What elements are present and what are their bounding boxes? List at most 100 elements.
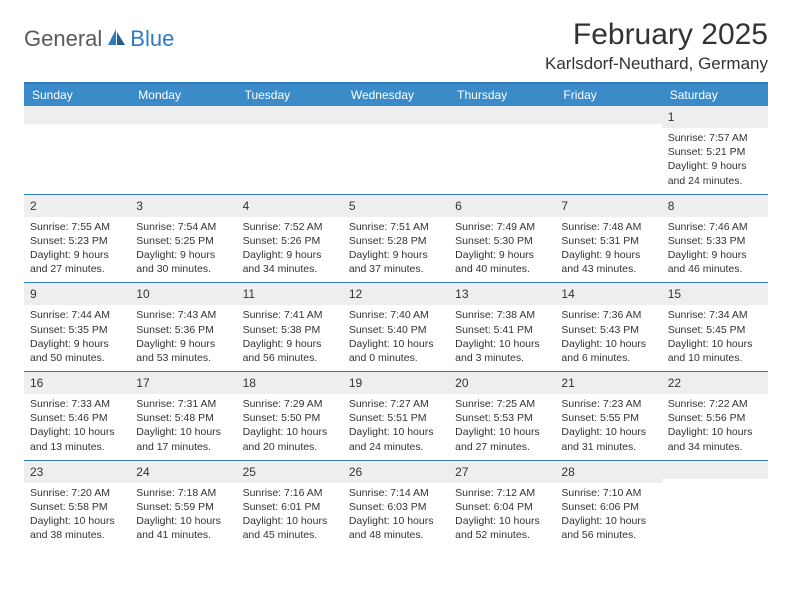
day-info: Sunrise: 7:54 AMSunset: 5:25 PMDaylight:… (136, 220, 230, 277)
day-number: 2 (30, 199, 37, 213)
sunrise-text: Sunrise: 7:20 AM (30, 486, 124, 500)
day-info: Sunrise: 7:22 AMSunset: 5:56 PMDaylight:… (668, 397, 762, 454)
daylight-text: Daylight: 9 hours and 24 minutes. (668, 159, 762, 187)
day-number: 5 (349, 199, 356, 213)
daylight-text: Daylight: 9 hours and 56 minutes. (243, 337, 337, 365)
sunrise-text: Sunrise: 7:48 AM (561, 220, 655, 234)
day-cell: 25Sunrise: 7:16 AMSunset: 6:01 PMDayligh… (237, 461, 343, 549)
sunset-text: Sunset: 6:04 PM (455, 500, 549, 514)
day-number-row: 20 (449, 372, 555, 394)
sunrise-text: Sunrise: 7:38 AM (455, 308, 549, 322)
sunset-text: Sunset: 5:23 PM (30, 234, 124, 248)
day-number: 12 (349, 287, 362, 301)
sunrise-text: Sunrise: 7:22 AM (668, 397, 762, 411)
sunset-text: Sunset: 5:55 PM (561, 411, 655, 425)
daylight-text: Daylight: 9 hours and 40 minutes. (455, 248, 549, 276)
sunset-text: Sunset: 5:40 PM (349, 323, 443, 337)
day-number-row: 3 (130, 195, 236, 217)
day-number: 21 (561, 376, 574, 390)
calendar-page: General Blue February 2025 Karlsdorf-Neu… (0, 0, 792, 548)
day-number-row: 26 (343, 461, 449, 483)
day-info: Sunrise: 7:49 AMSunset: 5:30 PMDaylight:… (455, 220, 549, 277)
day-info: Sunrise: 7:48 AMSunset: 5:31 PMDaylight:… (561, 220, 655, 277)
daylight-text: Daylight: 9 hours and 27 minutes. (30, 248, 124, 276)
sunset-text: Sunset: 5:35 PM (30, 323, 124, 337)
day-cell: 15Sunrise: 7:34 AMSunset: 5:45 PMDayligh… (662, 283, 768, 371)
sunrise-text: Sunrise: 7:49 AM (455, 220, 549, 234)
day-number: 8 (668, 199, 675, 213)
day-header-thursday: Thursday (449, 84, 555, 106)
day-cell: 3 Sunrise: 7:54 AMSunset: 5:25 PMDaylight… (130, 195, 236, 283)
sunset-text: Sunset: 5:38 PM (243, 323, 337, 337)
day-cell (24, 106, 130, 194)
sunrise-text: Sunrise: 7:34 AM (668, 308, 762, 322)
day-cell: 18Sunrise: 7:29 AMSunset: 5:50 PMDayligh… (237, 372, 343, 460)
day-cell: 27 Sunrise: 7:12 AMSunset: 6:04 PMDayligh… (449, 461, 555, 549)
sunrise-text: Sunrise: 7:29 AM (243, 397, 337, 411)
week-row: 9Sunrise: 7:44 AMSunset: 5:35 PMDaylight… (24, 283, 768, 372)
sunset-text: Sunset: 5:53 PM (455, 411, 549, 425)
day-number-row: 24 (130, 461, 236, 483)
day-number-row: 8 (662, 195, 768, 217)
day-info: Sunrise: 7:55 AMSunset: 5:23 PMDaylight:… (30, 220, 124, 277)
daylight-text: Daylight: 10 hours and 41 minutes. (136, 514, 230, 542)
day-info: Sunrise: 7:29 AMSunset: 5:50 PMDaylight:… (243, 397, 337, 454)
day-number-row: 1 (662, 106, 768, 128)
week-row: 16Sunrise: 7:33 AMSunset: 5:46 PMDayligh… (24, 372, 768, 461)
day-number-row: 25 (237, 461, 343, 483)
sunset-text: Sunset: 5:50 PM (243, 411, 337, 425)
daylight-text: Daylight: 10 hours and 27 minutes. (455, 425, 549, 453)
day-info: Sunrise: 7:36 AMSunset: 5:43 PMDaylight:… (561, 308, 655, 365)
day-cell: 2 Sunrise: 7:55 AMSunset: 5:23 PMDaylight… (24, 195, 130, 283)
daylight-text: Daylight: 9 hours and 43 minutes. (561, 248, 655, 276)
sunset-text: Sunset: 5:36 PM (136, 323, 230, 337)
day-info: Sunrise: 7:34 AMSunset: 5:45 PMDaylight:… (668, 308, 762, 365)
daylight-text: Daylight: 10 hours and 52 minutes. (455, 514, 549, 542)
sunrise-text: Sunrise: 7:41 AM (243, 308, 337, 322)
month-title: February 2025 (545, 18, 768, 52)
sunrise-text: Sunrise: 7:18 AM (136, 486, 230, 500)
daylight-text: Daylight: 10 hours and 3 minutes. (455, 337, 549, 365)
day-number-row: 10 (130, 283, 236, 305)
sunrise-text: Sunrise: 7:23 AM (561, 397, 655, 411)
sunrise-text: Sunrise: 7:43 AM (136, 308, 230, 322)
weeks-container: 1Sunrise: 7:57 AMSunset: 5:21 PMDaylight… (24, 106, 768, 548)
day-number-row: 7 (555, 195, 661, 217)
day-info: Sunrise: 7:40 AMSunset: 5:40 PMDaylight:… (349, 308, 443, 365)
day-number-row (237, 106, 343, 124)
daylight-text: Daylight: 10 hours and 48 minutes. (349, 514, 443, 542)
sunset-text: Sunset: 6:01 PM (243, 500, 337, 514)
location: Karlsdorf-Neuthard, Germany (545, 54, 768, 74)
day-header-row: Sunday Monday Tuesday Wednesday Thursday… (24, 84, 768, 106)
day-cell: 8Sunrise: 7:46 AMSunset: 5:33 PMDaylight… (662, 195, 768, 283)
day-cell: 10Sunrise: 7:43 AMSunset: 5:36 PMDayligh… (130, 283, 236, 371)
daylight-text: Daylight: 10 hours and 45 minutes. (243, 514, 337, 542)
day-number: 27 (455, 465, 468, 479)
daylight-text: Daylight: 10 hours and 34 minutes. (668, 425, 762, 453)
day-cell: 5Sunrise: 7:51 AMSunset: 5:28 PMDaylight… (343, 195, 449, 283)
sunset-text: Sunset: 5:25 PM (136, 234, 230, 248)
day-cell (662, 461, 768, 549)
day-number: 28 (561, 465, 574, 479)
day-info: Sunrise: 7:10 AMSunset: 6:06 PMDaylight:… (561, 486, 655, 543)
sunset-text: Sunset: 5:56 PM (668, 411, 762, 425)
day-cell: 26Sunrise: 7:14 AMSunset: 6:03 PMDayligh… (343, 461, 449, 549)
day-number-row: 4 (237, 195, 343, 217)
day-number-row: 2 (24, 195, 130, 217)
calendar-grid: Sunday Monday Tuesday Wednesday Thursday… (24, 82, 768, 548)
day-number-row: 12 (343, 283, 449, 305)
day-cell: 28 Sunrise: 7:10 AMSunset: 6:06 PMDayligh… (555, 461, 661, 549)
sunset-text: Sunset: 5:48 PM (136, 411, 230, 425)
sunset-text: Sunset: 5:41 PM (455, 323, 549, 337)
sunrise-text: Sunrise: 7:33 AM (30, 397, 124, 411)
day-cell: 24Sunrise: 7:18 AMSunset: 5:59 PMDayligh… (130, 461, 236, 549)
sunrise-text: Sunrise: 7:44 AM (30, 308, 124, 322)
day-info: Sunrise: 7:12 AMSunset: 6:04 PMDaylight:… (455, 486, 549, 543)
day-number: 16 (30, 376, 43, 390)
day-number: 3 (136, 199, 143, 213)
day-number: 7 (561, 199, 568, 213)
day-header-friday: Friday (555, 84, 661, 106)
day-number: 19 (349, 376, 362, 390)
day-cell: 20Sunrise: 7:25 AMSunset: 5:53 PMDayligh… (449, 372, 555, 460)
day-number-row (130, 106, 236, 124)
